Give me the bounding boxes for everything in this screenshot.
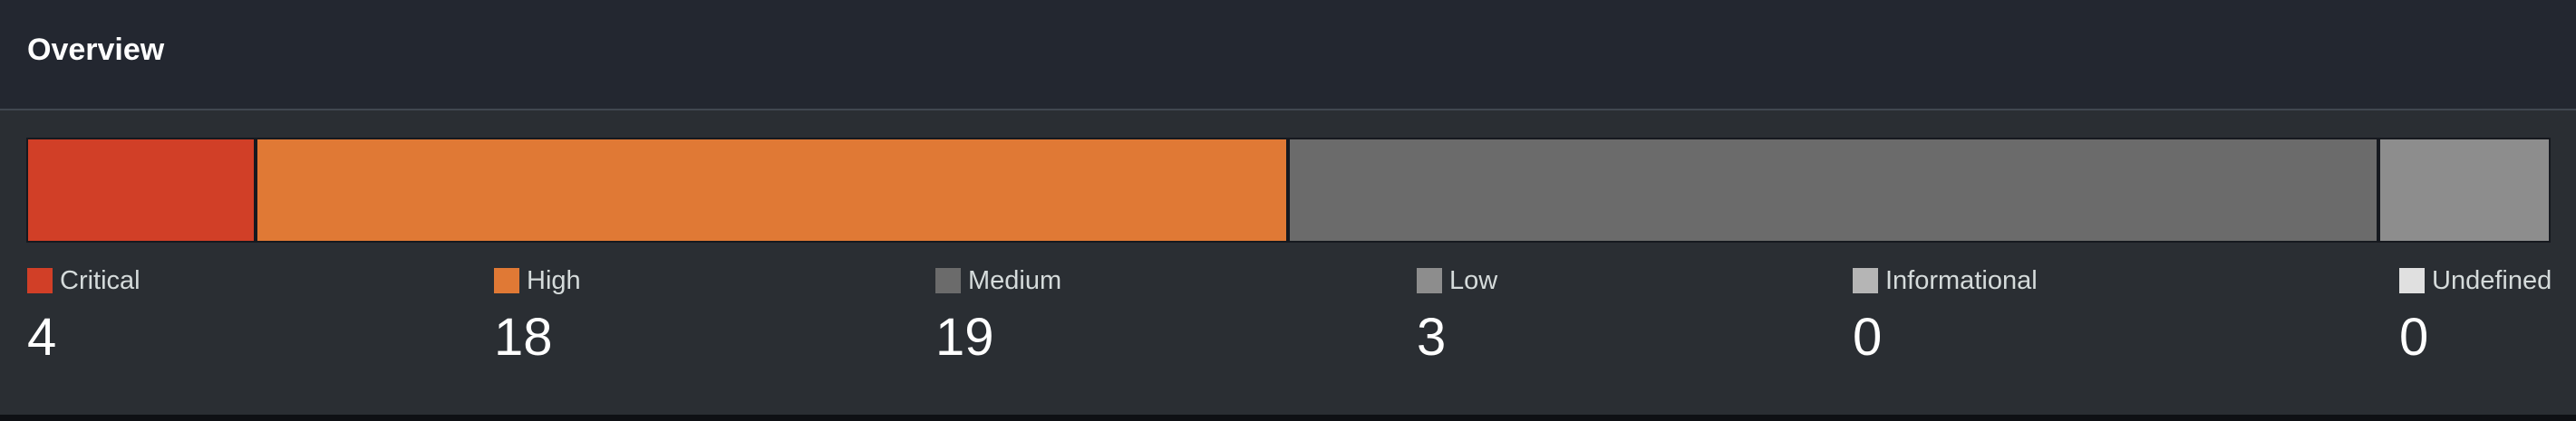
medium-count: 19 [935,308,994,367]
legend-label: Undefined [2432,266,2552,295]
legend-medium[interactable]: Medium 19 [935,263,1061,369]
critical-count: 4 [27,308,57,367]
severity-distribution-bar [26,138,2551,243]
undefined-count: 0 [2399,308,2429,367]
legend-label: Low [1449,266,1498,295]
severity-segment-high[interactable] [256,138,1288,243]
low-swatch-icon [1417,268,1442,293]
legend-critical[interactable]: Critical 4 [27,263,140,369]
severity-segment-critical[interactable] [26,138,256,243]
severity-segment-low[interactable] [2378,138,2551,243]
panel-title: Overview [27,33,165,67]
panel-header: Overview [0,0,2576,110]
medium-swatch-icon [935,268,961,293]
severity-segment-medium[interactable] [1288,138,2378,243]
high-count: 18 [494,308,553,367]
low-count: 3 [1417,308,1447,367]
bottom-divider [0,415,2576,421]
legend-label: Informational [1885,266,2038,295]
legend-informational[interactable]: Informational 0 [1853,263,2038,369]
legend-undefined[interactable]: Undefined 0 [2399,263,2552,369]
informational-swatch-icon [1853,268,1878,293]
informational-count: 0 [1853,308,1883,367]
critical-swatch-icon [27,268,53,293]
legend-label: Critical [60,266,140,295]
legend-low[interactable]: Low 3 [1417,263,1497,369]
legend-label: Medium [968,266,1062,295]
high-swatch-icon [494,268,519,293]
legend-high[interactable]: High 18 [494,263,581,369]
legend-label: High [527,266,581,295]
undefined-swatch-icon [2399,268,2425,293]
